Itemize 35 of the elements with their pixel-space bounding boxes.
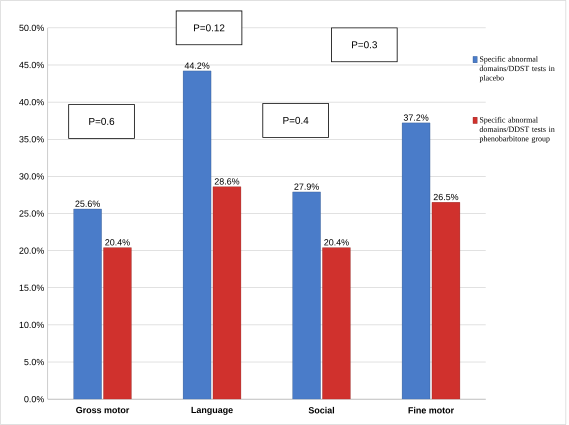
y-tick-label: 5.0% <box>24 358 44 366</box>
x-tick-label: Fine motor <box>408 406 454 414</box>
bar <box>212 186 242 400</box>
x-tick-label: Social <box>308 406 334 414</box>
x-tick-label: Gross motor <box>76 406 130 414</box>
y-tick-label: 40.0% <box>19 98 44 106</box>
y-tick-label: 50.0% <box>19 24 44 32</box>
data-label: 26.5% <box>434 194 458 200</box>
data-label: 44.2% <box>184 62 210 69</box>
bar <box>402 122 430 400</box>
y-tick-label: 20.0% <box>19 247 44 254</box>
bar <box>432 202 460 400</box>
annotation: P=0.3 <box>352 41 377 48</box>
x-tick-label: Language <box>192 406 233 415</box>
annotation: P=0.4 <box>283 116 308 124</box>
y-tick-label: 0.0% <box>24 396 44 402</box>
bar <box>292 192 321 400</box>
annotation: P=0.12 <box>194 24 224 32</box>
bar <box>322 247 351 400</box>
y-tick-label: 10.0% <box>20 322 44 328</box>
data-label: 27.9% <box>294 183 319 190</box>
data-label: 25.6% <box>75 200 100 207</box>
y-tick-label: 25.0% <box>19 210 44 217</box>
data-label: 20.4% <box>324 239 349 246</box>
data-label: 37.2% <box>404 114 428 121</box>
y-tick-label: 30.0% <box>19 173 44 180</box>
y-tick-label: 45.0% <box>19 62 44 68</box>
bar <box>73 208 102 400</box>
bar <box>182 70 212 400</box>
annotation: P=0.6 <box>89 118 114 125</box>
data-label: 20.4% <box>105 239 130 246</box>
bar <box>103 247 132 400</box>
y-tick-label: 15.0% <box>20 284 44 291</box>
y-tick-label: 35.0% <box>19 136 44 142</box>
data-label: 28.6% <box>214 178 240 185</box>
